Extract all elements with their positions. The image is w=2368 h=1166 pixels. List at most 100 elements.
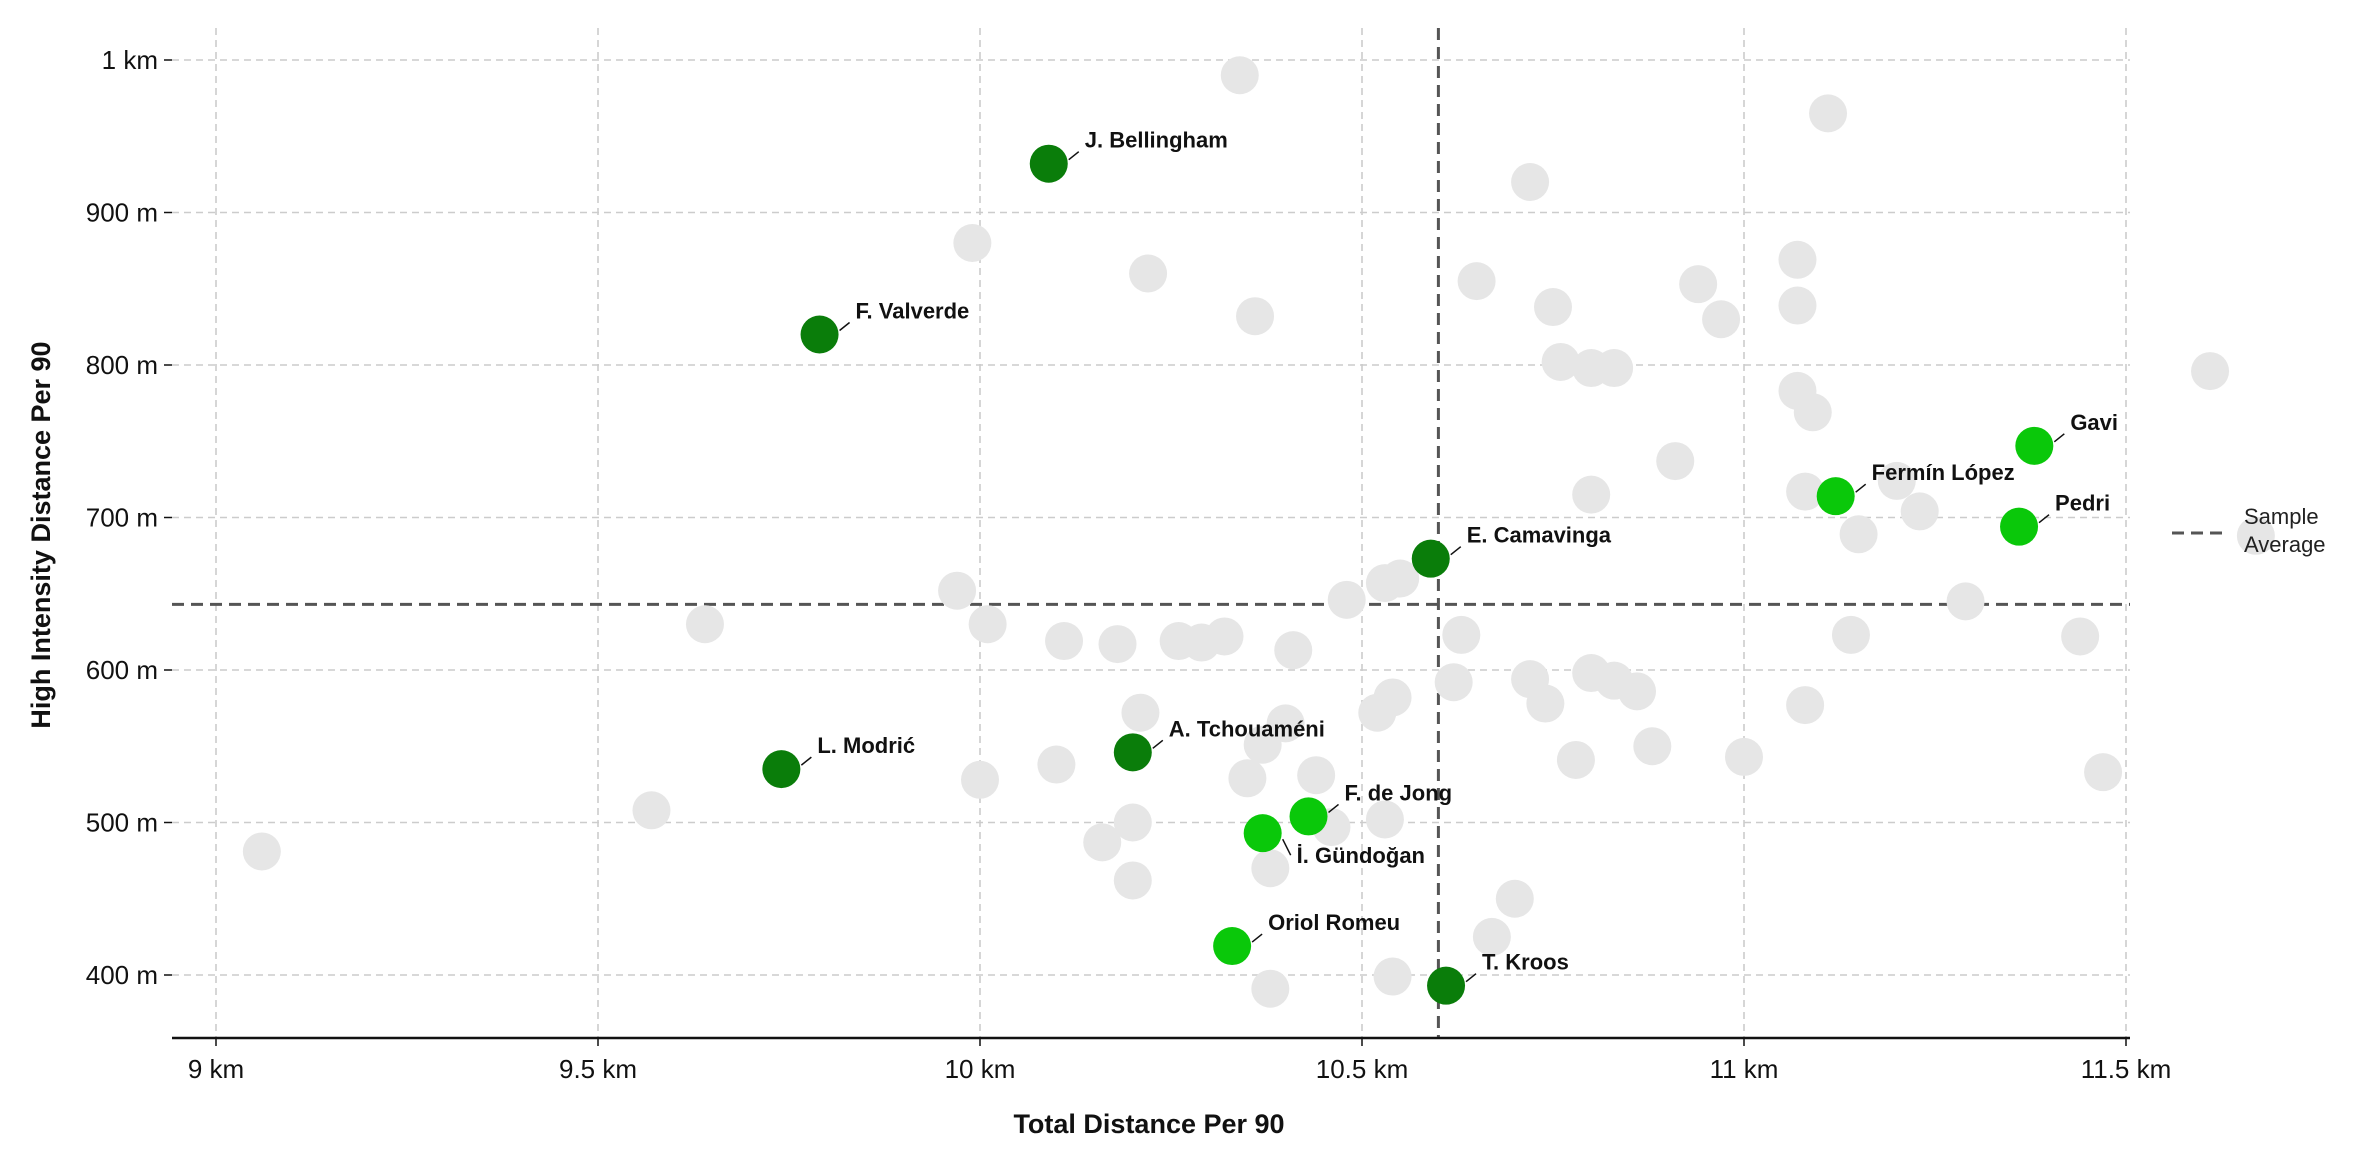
background-point <box>1381 559 1420 598</box>
label-connector <box>2053 433 2065 443</box>
background-point <box>1373 678 1412 717</box>
background-point <box>1656 442 1695 481</box>
x-tick-label: 9 km <box>188 1054 244 1084</box>
background-point <box>1793 393 1832 432</box>
label-connector <box>2038 514 2050 524</box>
background-point <box>953 224 992 262</box>
highlight-point <box>1243 814 1282 853</box>
background-point <box>2236 516 2275 555</box>
background-point <box>2061 617 2100 656</box>
background-point <box>1595 349 1634 388</box>
background-point <box>1725 737 1763 776</box>
x-tick-label: 9.5 km <box>559 1054 637 1084</box>
background-point <box>938 571 977 610</box>
label-connector <box>1855 483 1867 493</box>
point-label: L. Modrić <box>817 733 915 758</box>
highlight-point <box>1427 966 1466 1005</box>
label-connector <box>1068 151 1080 161</box>
highlight-point <box>762 750 801 789</box>
background-point <box>2084 753 2123 792</box>
background-point <box>1679 265 1718 304</box>
background-point <box>1472 917 1511 956</box>
y-tick-label: 600 m <box>86 655 158 685</box>
background-point <box>1251 969 1290 1008</box>
background-point <box>1511 163 1550 201</box>
highlight-point <box>2000 507 2039 546</box>
background-point <box>1831 615 1870 654</box>
background-point <box>1098 625 1137 664</box>
point-label: Pedri <box>2055 491 2110 516</box>
background-point <box>1786 472 1825 511</box>
legend-label: Sample Average <box>2244 504 2326 557</box>
background-point <box>1297 756 1336 795</box>
label-connector <box>1282 838 1292 856</box>
background-point <box>1877 461 1916 500</box>
y-tick-label: 800 m <box>86 350 158 380</box>
point-label: Fermín López <box>1872 460 2015 485</box>
background-point <box>961 760 999 799</box>
background-point <box>1205 617 1244 656</box>
y-tick-label: 400 m <box>86 960 158 990</box>
point-label: Gavi <box>2070 410 2118 435</box>
y-tick-label: 1 km <box>102 45 158 75</box>
background-point <box>1243 725 1282 764</box>
highlighted-points: J. Bellingham F. Valverde E. Camavinga L. M… <box>762 128 2118 1005</box>
background-point <box>685 605 724 644</box>
background-point <box>1618 672 1657 711</box>
x-tick-label: 11 km <box>1710 1054 1779 1084</box>
background-point <box>1839 515 1878 554</box>
label-connector <box>839 321 851 332</box>
background-point <box>1365 800 1404 839</box>
grid-lines <box>172 28 2130 1038</box>
background-point <box>1457 262 1496 301</box>
label-connector <box>1152 739 1164 749</box>
label-connector <box>800 756 812 766</box>
y-tick-label: 900 m <box>86 198 158 228</box>
background-point <box>1778 240 1817 279</box>
point-label: Oriol Romeu <box>1268 910 1400 935</box>
axes: 9 km 9.5 km 10 km 10.5 km 11 km 11.5 km 400 m 5… <box>26 45 2171 1139</box>
highlight-point <box>1113 733 1152 772</box>
background-points <box>242 56 2275 1008</box>
highlight-point <box>1029 144 1068 183</box>
label-connector <box>1251 933 1263 943</box>
background-point <box>1534 288 1572 327</box>
point-label: F. Valverde <box>856 299 970 324</box>
background-point <box>1786 686 1825 725</box>
highlight-point <box>1213 927 1252 966</box>
average-lines <box>172 28 2130 1038</box>
background-point <box>2191 352 2230 391</box>
background-point <box>1113 861 1152 900</box>
background-point <box>1633 727 1672 766</box>
x-tick-label: 10.5 km <box>1316 1054 1409 1084</box>
point-label: E. Camavinga <box>1467 523 1612 548</box>
background-point <box>1778 286 1817 325</box>
y-tick-label: 500 m <box>86 808 158 838</box>
background-point <box>1946 582 1985 621</box>
label-connector <box>1465 973 1477 983</box>
background-point <box>1045 622 1084 661</box>
y-axis-title: High Intensity Distance Per 90 <box>26 341 56 728</box>
y-tick-label: 700 m <box>86 503 158 533</box>
background-point <box>1556 740 1595 779</box>
legend: Sample Average <box>2172 504 2326 557</box>
background-point <box>1900 492 1939 531</box>
background-point <box>1526 684 1565 723</box>
background-point <box>632 791 671 830</box>
background-point <box>968 605 1007 644</box>
background-point <box>1037 745 1076 784</box>
background-point <box>1702 300 1741 339</box>
background-point <box>1274 631 1313 670</box>
background-point <box>1236 297 1275 336</box>
background-point <box>1373 957 1412 996</box>
x-tick-label: 11.5 km <box>2081 1054 2172 1084</box>
background-point <box>1541 342 1580 381</box>
highlight-point <box>1411 539 1450 578</box>
highlight-point <box>2015 426 2054 465</box>
background-point <box>1434 663 1473 702</box>
x-axis-title: Total Distance Per 90 <box>1013 1109 1284 1139</box>
point-label: F. de Jong <box>1345 780 1453 805</box>
background-point <box>1228 759 1267 798</box>
x-tick-label: 10 km <box>945 1054 1016 1084</box>
